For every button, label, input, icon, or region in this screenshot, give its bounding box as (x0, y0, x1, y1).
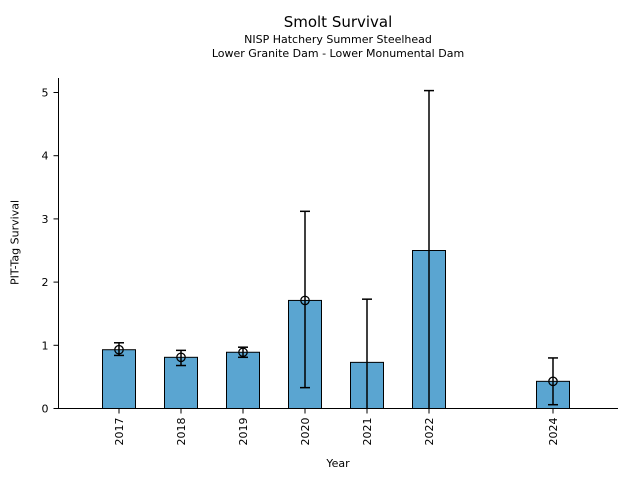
y-tick-label-2: 2 (42, 276, 49, 289)
point-marker-2020 (300, 295, 310, 306)
y-axis-label: PIT-Tag Survival (8, 200, 22, 286)
chart-subtitle-stock: NISP Hatchery Summer Steelhead (244, 33, 432, 46)
y-tick-label-0: 0 (42, 403, 49, 416)
y-tick-label-3: 3 (42, 213, 49, 226)
y-tick-label-1: 1 (42, 339, 49, 352)
x-axis-label: Year (326, 457, 350, 470)
x-tick-label-2018: 2018 (175, 418, 188, 446)
point-marker-2017 (114, 344, 124, 355)
x-tick-label-2021: 2021 (361, 418, 374, 446)
x-tick-label-2017: 2017 (113, 418, 126, 446)
y-tick-label-4: 4 (42, 150, 49, 163)
x-tick-label-2019: 2019 (237, 418, 250, 446)
x-tick-label-2022: 2022 (423, 418, 436, 446)
chart-title: Smolt Survival (283, 13, 393, 31)
point-marker-2018 (176, 352, 186, 363)
y-tick-label-5: 5 (42, 87, 49, 100)
chart-subtitle-reach: Lower Granite Dam - Lower Monumental Dam (211, 47, 465, 60)
point-marker-2019 (238, 347, 248, 358)
bar-2019 (226, 351, 260, 410)
x-tick-label-2024: 2024 (547, 418, 560, 446)
bar-2017 (102, 349, 136, 409)
point-marker-2024 (548, 376, 558, 387)
x-tick-label-2020: 2020 (299, 418, 312, 446)
